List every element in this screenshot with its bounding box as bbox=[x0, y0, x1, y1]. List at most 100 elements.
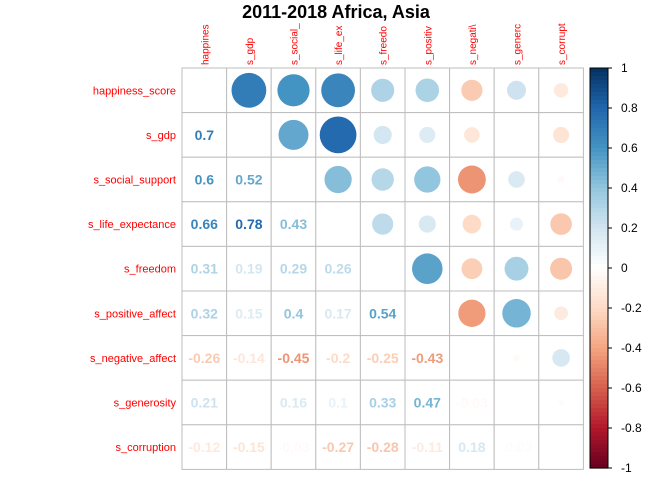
column-label: s_corrupt bbox=[557, 23, 568, 65]
colorbar-segment bbox=[590, 188, 608, 193]
column-label: s_life_ex bbox=[334, 26, 345, 65]
correlation-circle bbox=[412, 253, 443, 284]
colorbar-segment bbox=[590, 80, 608, 85]
grid-cell bbox=[315, 201, 361, 247]
colorbar-segment bbox=[590, 440, 608, 445]
colorbar-segment bbox=[590, 164, 608, 169]
coefficient-label: -0.45 bbox=[278, 350, 310, 366]
coefficient-label: 0.32 bbox=[191, 305, 218, 321]
colorbar-segment bbox=[590, 304, 608, 309]
colorbar-segment bbox=[590, 348, 608, 353]
colorbar-segment bbox=[590, 356, 608, 361]
coefficient-label: -0.11 bbox=[412, 439, 443, 455]
colorbar-tick-label: 0.4 bbox=[621, 181, 638, 195]
colorbar-tick-label: 0.2 bbox=[621, 221, 638, 235]
coefficient-label: 0.43 bbox=[280, 216, 307, 232]
column-label: happines bbox=[200, 24, 211, 65]
coefficient-label: 0.26 bbox=[324, 261, 351, 277]
colorbar-segment bbox=[590, 412, 608, 417]
colorbar-segment bbox=[590, 252, 608, 257]
coefficient-label: 0.78 bbox=[235, 216, 262, 232]
grid-cell bbox=[449, 424, 495, 470]
grid-cell bbox=[493, 112, 540, 158]
grid-cell bbox=[493, 156, 540, 203]
colorbar-segment bbox=[590, 400, 608, 405]
correlation-circle bbox=[550, 213, 572, 235]
coefficient-label: 0.19 bbox=[235, 261, 262, 277]
grid-cell bbox=[538, 424, 584, 470]
grid-cell bbox=[404, 290, 451, 337]
correlation-circle bbox=[554, 306, 568, 321]
colorbar-segment bbox=[590, 324, 608, 329]
colorbar-segment bbox=[590, 312, 608, 317]
colorbar-segment bbox=[590, 200, 608, 205]
grid-cell bbox=[226, 424, 272, 470]
column-label: s_positiv bbox=[423, 26, 434, 65]
colorbar-segment bbox=[590, 404, 608, 409]
coefficient-label: -0.12 bbox=[188, 439, 220, 455]
colorbar-segment bbox=[590, 292, 608, 297]
colorbar-segment bbox=[590, 408, 608, 413]
colorbar-segment bbox=[590, 136, 608, 141]
colorbar-segment bbox=[590, 184, 608, 189]
colorbar-tick-label: -1 bbox=[621, 461, 632, 475]
colorbar-segment bbox=[590, 208, 608, 213]
grid-cell bbox=[359, 424, 406, 470]
correlation-circle bbox=[504, 256, 529, 281]
correlation-circle bbox=[512, 354, 521, 362]
correlation-circle bbox=[373, 125, 392, 144]
colorbar-segment bbox=[590, 432, 608, 437]
grid-cell bbox=[181, 67, 228, 114]
colorbar-segment bbox=[590, 88, 608, 93]
correlation-circle bbox=[278, 119, 309, 150]
colorbar-segment bbox=[590, 212, 608, 217]
colorbar-segment bbox=[590, 424, 608, 429]
grid-cell bbox=[404, 424, 451, 470]
column-label: s_generc bbox=[513, 24, 524, 65]
coefficient-label: 0.33 bbox=[369, 395, 396, 411]
colorbar-segment bbox=[590, 124, 608, 129]
row-label: s_life_expectance bbox=[88, 219, 176, 231]
colorbar-segment bbox=[590, 384, 608, 389]
correlation-circle bbox=[457, 165, 486, 194]
coefficient-label: -0.43 bbox=[411, 350, 443, 366]
colorbar-segment bbox=[590, 192, 608, 197]
colorbar-segment bbox=[590, 416, 608, 421]
row-label: s_positive_affect bbox=[94, 308, 176, 320]
colorbar-segment bbox=[590, 76, 608, 81]
coefficient-label: 0.66 bbox=[191, 216, 218, 232]
grid-cell bbox=[538, 245, 584, 292]
colorbar-segment bbox=[590, 92, 608, 97]
correlation-circle bbox=[461, 258, 483, 280]
colorbar-segment bbox=[590, 260, 608, 265]
coefficient-label: -0.26 bbox=[188, 350, 220, 366]
colorbar-segment bbox=[590, 156, 608, 161]
colorbar-tick-label: 0.8 bbox=[621, 101, 638, 115]
colorbar-segment bbox=[590, 340, 608, 345]
colorbar-segment bbox=[590, 180, 608, 185]
correlation-circle bbox=[558, 399, 565, 406]
correlation-circle bbox=[324, 165, 352, 194]
correlation-circle bbox=[419, 126, 436, 143]
grid-cell bbox=[226, 335, 272, 381]
colorbar-tick-label: 0 bbox=[621, 261, 628, 275]
colorbar-segment bbox=[590, 316, 608, 321]
colorbar-segment bbox=[590, 240, 608, 245]
colorbar-segment bbox=[590, 232, 608, 237]
correlation-circle bbox=[550, 257, 573, 280]
colorbar-segment bbox=[590, 128, 608, 133]
colorbar-segment bbox=[590, 256, 608, 261]
colorbar-segment bbox=[590, 176, 608, 181]
coefficient-label: -0.03 bbox=[456, 395, 488, 411]
grid-cell bbox=[315, 424, 361, 470]
colorbar-segment bbox=[590, 100, 608, 105]
correlation-circle bbox=[461, 79, 483, 101]
colorbar-segment bbox=[590, 332, 608, 337]
grid-cell bbox=[404, 335, 451, 381]
coefficient-label: 0.18 bbox=[458, 439, 485, 455]
colorbar-segment bbox=[590, 280, 608, 285]
grid-cell bbox=[315, 290, 361, 337]
coefficient-label: -0.15 bbox=[233, 439, 265, 455]
colorbar-segment bbox=[590, 196, 608, 201]
coefficient-label: 0.21 bbox=[191, 395, 218, 411]
